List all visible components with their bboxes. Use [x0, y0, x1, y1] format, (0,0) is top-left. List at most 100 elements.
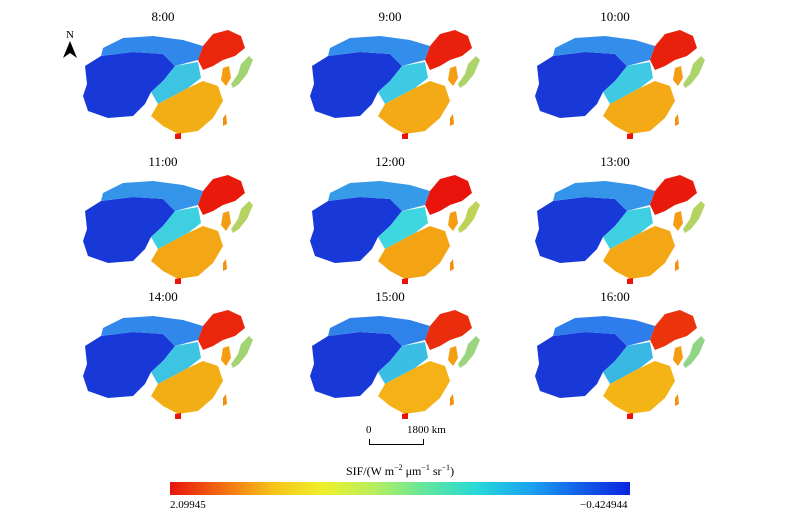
- scale-zero-label: 0: [366, 424, 372, 436]
- region-japan: [683, 56, 705, 88]
- sif-map: [83, 30, 253, 139]
- legend-title-prefix: SIF/(W m: [345, 464, 395, 478]
- region-west: [83, 197, 175, 263]
- region-south: [603, 81, 675, 134]
- region-korea: [673, 66, 683, 86]
- region-taiwan: [223, 394, 227, 406]
- scale-bar: 0 1800 km: [355, 424, 495, 448]
- region-north: [553, 316, 655, 346]
- panel-title: 10:00: [600, 9, 630, 24]
- region-west: [535, 197, 627, 263]
- region-south: [151, 361, 223, 414]
- region-central: [603, 342, 653, 384]
- region-taiwan: [675, 114, 679, 126]
- panel-title: 12:00: [375, 154, 405, 169]
- panel-title: 8:00: [151, 9, 175, 24]
- region-taiwan: [450, 114, 454, 126]
- legend-max-label: −0.424944: [580, 499, 628, 511]
- region-korea: [448, 211, 458, 231]
- map-panel-1400: 14:00: [63, 290, 263, 425]
- region-central: [378, 62, 428, 104]
- north-arrow: N: [62, 30, 78, 60]
- region-south: [378, 81, 450, 134]
- region-central: [378, 342, 428, 384]
- region-west: [310, 52, 402, 118]
- region-south: [603, 226, 675, 279]
- region-taiwan: [450, 394, 454, 406]
- panel-title: 16:00: [600, 289, 630, 304]
- region-japan: [683, 201, 705, 233]
- region-central: [378, 207, 428, 249]
- panel-title: 11:00: [148, 154, 178, 169]
- region-hainan: [627, 278, 633, 284]
- map-panel-1100: 11:00: [63, 155, 263, 290]
- region-west: [535, 52, 627, 118]
- region-northeast: [425, 310, 472, 350]
- region-hainan: [175, 278, 181, 284]
- region-taiwan: [223, 259, 227, 271]
- region-japan: [231, 201, 253, 233]
- region-korea: [221, 66, 231, 86]
- region-south: [378, 361, 450, 414]
- region-north: [101, 316, 203, 346]
- region-japan: [231, 336, 253, 368]
- region-japan: [231, 56, 253, 88]
- region-japan: [458, 336, 480, 368]
- region-northeast: [650, 30, 697, 70]
- region-japan: [683, 336, 705, 368]
- region-west: [535, 332, 627, 398]
- region-south: [378, 226, 450, 279]
- region-taiwan: [675, 259, 679, 271]
- north-arrow-icon: [63, 41, 77, 58]
- region-north: [101, 36, 203, 66]
- region-korea: [221, 346, 231, 366]
- region-northeast: [650, 175, 697, 215]
- region-hainan: [627, 133, 633, 139]
- region-north: [328, 316, 430, 346]
- region-central: [603, 62, 653, 104]
- region-northeast: [198, 310, 245, 350]
- region-northeast: [198, 30, 245, 70]
- region-korea: [448, 346, 458, 366]
- region-korea: [221, 211, 231, 231]
- region-west: [83, 332, 175, 398]
- map-panel-1500: 15:00: [290, 290, 490, 425]
- legend-title-suffix: ): [450, 464, 455, 478]
- map-panel-1600: 16:00: [515, 290, 715, 425]
- region-central: [151, 207, 201, 249]
- sif-map: [310, 30, 480, 139]
- region-taiwan: [223, 114, 227, 126]
- region-north: [553, 181, 655, 211]
- legend-sup-3: −1: [441, 463, 451, 472]
- panel-title: 13:00: [600, 154, 630, 169]
- panel-title: 9:00: [378, 9, 402, 24]
- sif-map: [310, 310, 480, 419]
- region-hainan: [402, 278, 408, 284]
- panel-title: 15:00: [375, 289, 405, 304]
- legend-sup-1: −2: [394, 463, 403, 472]
- sif-map: [83, 310, 253, 419]
- region-northeast: [650, 310, 697, 350]
- legend-title-mid2: sr: [429, 464, 442, 478]
- region-korea: [448, 66, 458, 86]
- region-northeast: [425, 175, 472, 215]
- legend-title-mid1: μm: [402, 464, 422, 478]
- region-north: [328, 181, 430, 211]
- map-panel-1200: 12:00: [290, 155, 490, 290]
- region-south: [151, 226, 223, 279]
- sif-map: [535, 310, 705, 419]
- region-central: [151, 62, 201, 104]
- region-korea: [673, 211, 683, 231]
- scale-line: [369, 439, 424, 445]
- region-west: [310, 332, 402, 398]
- region-west: [83, 52, 175, 118]
- region-hainan: [402, 413, 408, 419]
- map-panel-1300: 13:00: [515, 155, 715, 290]
- map-panel-1000: 10:00: [515, 10, 715, 145]
- region-hainan: [627, 413, 633, 419]
- sif-map: [310, 175, 480, 284]
- region-hainan: [402, 133, 408, 139]
- north-label: N: [66, 29, 74, 41]
- region-central: [151, 342, 201, 384]
- legend-color-ramp: [170, 482, 630, 495]
